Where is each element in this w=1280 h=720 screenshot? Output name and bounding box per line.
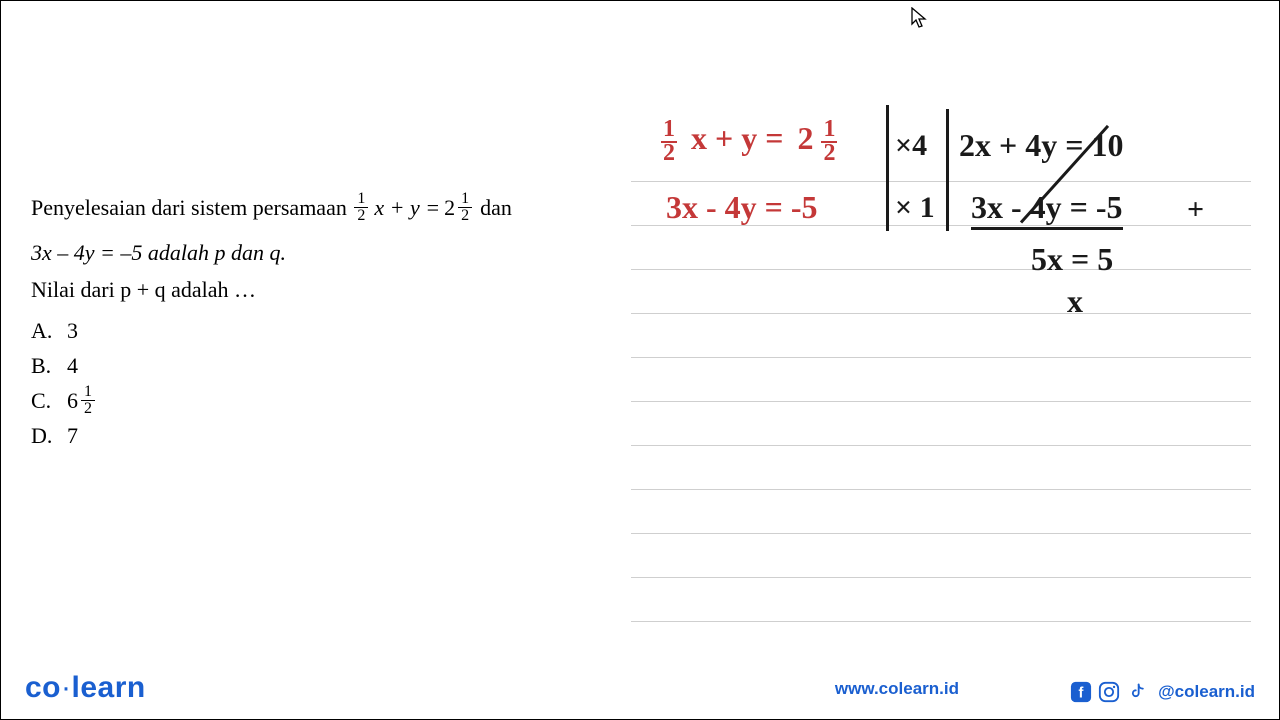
problem-intro: Penyelesaian dari sistem persamaan <box>31 191 347 224</box>
paper-rule <box>631 313 1251 314</box>
hw-vbar-2 <box>946 109 949 231</box>
paper-rule <box>631 357 1251 358</box>
answer-options: A. 3 B. 4 C. 6 1 2 D. 7 <box>31 314 601 452</box>
paper-rule <box>631 533 1251 534</box>
option-B: B. 4 <box>31 349 601 382</box>
mouse-cursor-icon <box>911 7 929 35</box>
paper-rule <box>631 621 1251 622</box>
eq1-rhs-mixed: 2 1 2 <box>444 191 474 224</box>
problem-block: Penyelesaian dari sistem persamaan 1 2 x… <box>31 191 601 454</box>
facebook-icon: f <box>1070 681 1092 703</box>
brand-logo: co·learn <box>25 671 146 705</box>
option-D: D. 7 <box>31 419 601 452</box>
problem-line-1: Penyelesaian dari sistem persamaan 1 2 x… <box>31 191 601 224</box>
svg-text:f: f <box>1079 686 1084 702</box>
hw-final: x <box>1067 283 1083 320</box>
hw-eq1-red: 1 2 x + y = 2 1 2 <box>661 119 837 164</box>
eq1-lhs-fraction: 1 2 <box>354 191 368 224</box>
ruled-paper <box>631 181 1261 641</box>
paper-rule <box>631 401 1251 402</box>
problem-line-2: 3x – 4y = –5 adalah p dan q. <box>31 236 601 269</box>
eq2-text: 3x – 4y = –5 adalah p dan q. <box>31 236 286 269</box>
paper-rule <box>631 489 1251 490</box>
tiktok-icon <box>1126 681 1148 703</box>
paper-rule <box>631 577 1251 578</box>
paper-rule <box>631 445 1251 446</box>
hw-sum: 5x = 5 <box>1031 241 1113 278</box>
footer-handle: @colearn.id <box>1158 682 1255 702</box>
hw-vbar-1 <box>886 105 889 231</box>
option-A: A. 3 <box>31 314 601 347</box>
paper-rule <box>631 269 1251 270</box>
paper-rule <box>631 181 1251 182</box>
hw-eq2-red: 3x - 4y = -5 <box>666 189 818 226</box>
and-word: dan <box>480 191 512 224</box>
footer-url: www.colearn.id <box>835 679 959 699</box>
instagram-icon <box>1098 681 1120 703</box>
option-C: C. 6 1 2 <box>31 384 601 417</box>
hw-mult2: × 1 <box>895 191 935 225</box>
hw-plus: + <box>1187 193 1204 227</box>
problem-question: Nilai dari p + q adalah … <box>31 273 601 306</box>
eq1-mid: x + y = <box>374 191 440 224</box>
hw-mult1: ×4 <box>895 129 927 163</box>
footer-socials: f @colearn.id <box>1070 681 1255 703</box>
question-text: Nilai dari p + q adalah … <box>31 273 256 306</box>
